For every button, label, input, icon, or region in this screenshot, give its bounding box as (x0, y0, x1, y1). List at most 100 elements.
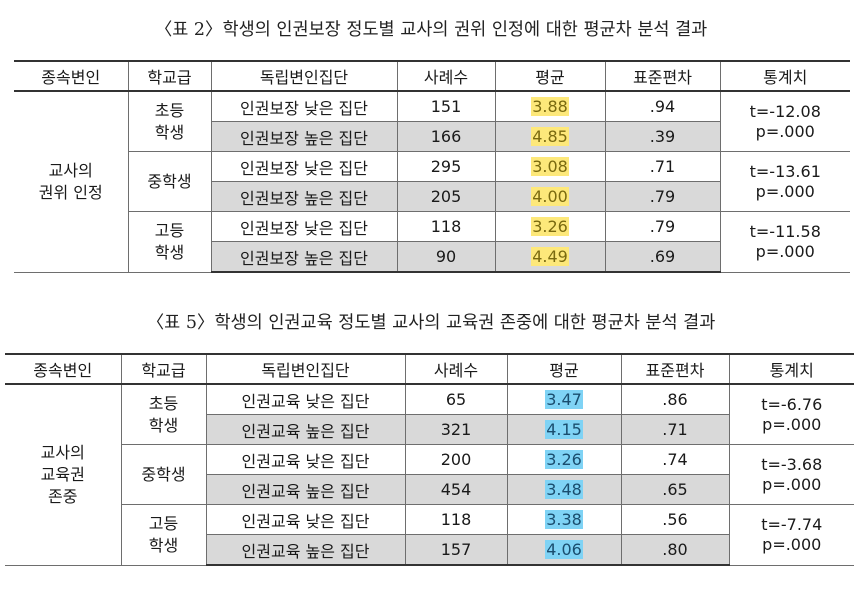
sd-cell: .65 (620, 474, 729, 505)
dependent-variable-cell: 교사의 권위 인정 (14, 90, 129, 273)
group-cell: 인권교육 낮은 집단 (205, 383, 406, 415)
mean-cell: 4.85 (494, 121, 606, 152)
n-cell: 65 (404, 383, 508, 415)
table-row: 중학생 인권교육 낮은 집단 200 3.26 .74 t=-3.68 p=.000 (5, 444, 854, 505)
mean-value: 3.47 (545, 390, 583, 409)
group-cell: 인권보장 높은 집단 (211, 181, 398, 212)
table-row: 교사의 교육권 존중 초등 학생 인권교육 낮은 집단 65 3.47.86 t=-6.76 p=… (5, 383, 854, 566)
statistic-cell: t=-7.74 p=.000 (728, 504, 854, 566)
table-row: 고등 학생 인권보장 낮은 집단 118 3.26 .79 t=-11.58 p=.000 (14, 211, 850, 273)
table5: 종속변인 학교급 독립변인집단 사례수 평균 표준편차 통계치 교사의 교육권 존중… (5, 353, 854, 566)
mean-cell: 3.88 (494, 90, 606, 122)
dependent-variable-cell: 교사의 교육권 존중 (5, 383, 122, 566)
statistic-cell: t=-3.68 p=.000 (728, 444, 854, 505)
group-cell: 인권교육 낮은 집단 (205, 444, 406, 475)
header-statistic: 통계치 (719, 60, 850, 92)
sd-cell: .71 (620, 414, 729, 445)
mean-cell: 3.26 (494, 211, 606, 242)
mean-value: 4.15 (545, 420, 583, 439)
table5-body: 교사의 교육권 존중 초등 학생 인권교육 낮은 집단 65 3.47.86 t=-6.76 p=… (5, 383, 854, 566)
mean-cell: 3.48 (506, 474, 622, 505)
mean-cell: 3.47 (506, 383, 622, 415)
sd-cell: .71 (604, 151, 721, 182)
table-row: 중학생 인권보장 낮은 집단 295 3.08 .71 t=-13.61 p=.000 (14, 151, 850, 212)
header-sd: 표준편차 (620, 353, 730, 385)
table-row: 인권보장 높은 집단 205 4.00 .79 (14, 181, 850, 212)
header-dependent-var: 종속변인 (14, 60, 129, 92)
table2-header-row: 종속변인 학교급 독립변인집단 사례수 평균 표준편차 통계치 (14, 60, 850, 92)
school-level-cell: 고등 학생 (121, 504, 207, 566)
statistic-cell: t=-12.08 p=.000 (719, 90, 850, 152)
header-sd: 표준편차 (604, 60, 721, 92)
mean-cell: 3.26 (506, 444, 622, 475)
statistic-cell: t=-6.76 p=.000 (728, 383, 854, 445)
table-row: 인권보장 높은 집단 90 4.49 .69 (14, 241, 850, 273)
mean-value: 4.85 (531, 127, 569, 146)
mean-cell: 4.00 (494, 181, 606, 212)
school-level-cell: 고등 학생 (128, 211, 212, 273)
n-cell: 118 (404, 504, 508, 535)
mean-value: 3.88 (531, 97, 569, 116)
mean-value: 3.48 (545, 480, 583, 499)
sd-cell: .79 (604, 181, 720, 212)
table-row: 인권교육 높은 집단 321 4.15 .71 (5, 414, 854, 445)
header-mean: 평균 (506, 353, 622, 385)
n-cell: 157 (404, 534, 508, 566)
school-level-cell: 중학생 (121, 444, 207, 505)
group-cell: 인권보장 낮은 집단 (210, 90, 398, 122)
sd-cell: .79 (604, 211, 721, 242)
mean-value: 4.06 (545, 540, 583, 559)
table-row: 인권교육 높은 집단 454 3.48 .65 (5, 474, 854, 505)
statistic-cell: t=-11.58 p=.000 (719, 211, 850, 273)
table2-body: 교사의 권위 인정 초등 학생 인권보장 낮은 집단 151 3.88.94 t=-12.08… (14, 90, 850, 273)
group-cell: 인권보장 높은 집단 (211, 241, 398, 273)
statistic-cell: t=-13.61 p=.000 (719, 151, 850, 212)
mean-value: 3.26 (545, 450, 583, 469)
header-school-level: 학교급 (127, 60, 212, 92)
table-row: 인권교육 높은 집단 157 4.06 .80 (5, 534, 854, 566)
sd-cell: .74 (620, 444, 730, 475)
sd-cell: .39 (604, 121, 720, 152)
sd-cell: .86 (620, 383, 730, 415)
n-cell: 205 (396, 181, 496, 212)
mean-value: 3.26 (531, 217, 569, 236)
header-mean: 평균 (494, 60, 606, 92)
header-n: 사례수 (404, 353, 508, 385)
mean-cell: 3.08 (494, 151, 606, 182)
mean-value: 3.38 (545, 510, 583, 529)
n-cell: 454 (404, 474, 508, 505)
mean-value: 4.00 (531, 187, 569, 206)
n-cell: 200 (404, 444, 508, 475)
n-cell: 166 (396, 121, 496, 152)
header-independent-group: 독립변인집단 (205, 353, 406, 385)
sd-cell: .80 (620, 534, 729, 566)
mean-cell: 3.38 (506, 504, 622, 535)
school-level-cell: 초등 학생 (127, 90, 212, 152)
group-cell: 인권교육 높은 집단 (206, 414, 406, 445)
header-independent-group: 독립변인집단 (210, 60, 398, 92)
table2: 종속변인 학교급 독립변인집단 사례수 평균 표준편차 통계치 교사의 권위 인정… (14, 60, 850, 273)
sd-cell: .56 (620, 504, 730, 535)
school-level-cell: 중학생 (128, 151, 212, 212)
school-level-cell: 초등 학생 (120, 383, 207, 445)
mean-value: 4.49 (531, 247, 569, 266)
group-cell: 인권보장 낮은 집단 (210, 151, 398, 182)
table-row: 교사의 권위 인정 초등 학생 인권보장 낮은 집단 151 3.88.94 t=-12.08… (14, 90, 850, 273)
group-cell: 인권교육 높은 집단 (206, 474, 406, 505)
table5-header-row: 종속변인 학교급 독립변인집단 사례수 평균 표준편차 통계치 (5, 353, 854, 385)
n-cell: 321 (404, 414, 508, 445)
n-cell: 90 (396, 241, 496, 273)
header-n: 사례수 (396, 60, 496, 92)
header-dependent-var: 종속변인 (5, 353, 122, 385)
mean-cell: 4.06 (506, 534, 622, 566)
n-cell: 151 (396, 90, 496, 122)
header-statistic: 통계치 (728, 353, 854, 385)
mean-cell: 4.49 (494, 241, 606, 273)
n-cell: 295 (396, 151, 496, 182)
mean-value: 3.08 (531, 157, 569, 176)
group-cell: 인권보장 높은 집단 (211, 121, 398, 152)
mean-cell: 4.15 (506, 414, 622, 445)
sd-cell: .94 (604, 90, 721, 122)
n-cell: 118 (396, 211, 496, 242)
sd-cell: .69 (604, 241, 720, 273)
